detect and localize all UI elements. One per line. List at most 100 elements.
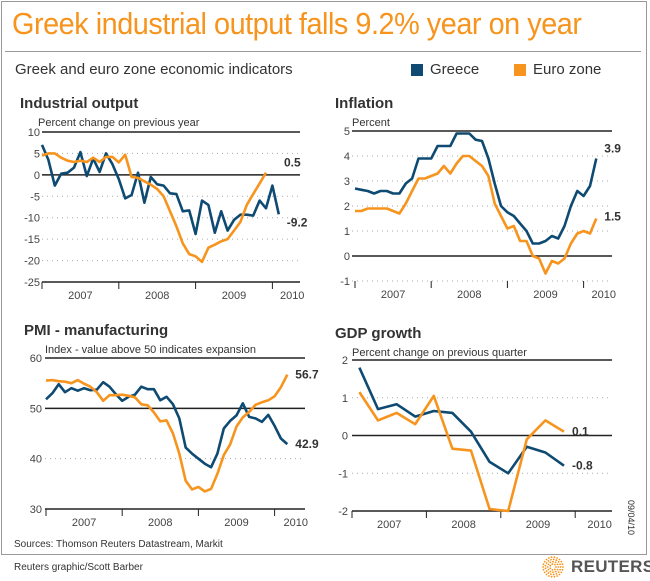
x-tick-label: 2008	[148, 517, 172, 529]
logo-dot	[545, 562, 548, 564]
x-tick-label: 2010	[280, 290, 304, 302]
logo-dot	[556, 575, 559, 577]
y-tick-label: -1	[340, 276, 350, 288]
logo-dot	[552, 573, 555, 576]
y-tick-label: -10	[24, 213, 40, 225]
y-tick-label: 2	[344, 201, 350, 213]
series-line-greece	[354, 132, 598, 245]
logo-dot	[553, 556, 556, 559]
logo-dot	[545, 558, 548, 561]
x-tick-label: 2010	[592, 289, 616, 301]
logo-dot	[559, 566, 562, 568]
y-tick-label: 5	[34, 148, 40, 160]
x-tick-label: 2008	[451, 519, 475, 531]
y-tick-label: -25	[24, 277, 40, 289]
logo-dot	[555, 572, 558, 575]
logo-dot	[543, 560, 546, 563]
legend-label: Euro zone	[533, 61, 602, 78]
end-value-label: -9.2	[287, 215, 308, 229]
chart-panel-gdp-growth: GDP growth Percent change on previous qua…	[335, 325, 612, 531]
logo-dot	[547, 563, 550, 566]
end-value-label: 3.9	[604, 142, 621, 156]
logo-dot	[544, 564, 547, 567]
panel-title: GDP growth	[335, 325, 421, 342]
y-tick-label: 0	[342, 431, 348, 443]
logo-dot	[559, 568, 561, 571]
sources-note: Sources: Thomson Reuters Datastream, Mar…	[14, 539, 223, 550]
x-tick-label: 2007	[381, 289, 405, 301]
logo-dot	[552, 558, 555, 561]
logo-dot	[542, 566, 544, 568]
chart-panel-industrial-output: Industrial output Percent change on previ…	[20, 95, 308, 302]
legend-item-greece: Greece	[411, 61, 479, 78]
logo-dot	[551, 569, 554, 571]
series-line-euro-zone	[41, 152, 268, 264]
end-value-label: 0.1	[572, 425, 589, 439]
end-value-label: -0.8	[572, 459, 593, 473]
graphic-title: Greek industrial output falls 9.2% year …	[12, 6, 582, 41]
y-tick-label: 40	[30, 454, 42, 466]
panel-title: Inflation	[335, 95, 393, 112]
logo-dot	[554, 570, 557, 573]
panel-title: PMI - manufacturing	[24, 322, 168, 339]
logo-dot	[558, 558, 561, 561]
legend-swatch-greece	[411, 63, 423, 76]
logo-dot	[549, 567, 552, 570]
y-tick-label: 10	[28, 127, 40, 139]
date-stamp: 09/04/10	[626, 500, 636, 536]
y-tick-label: -5	[30, 191, 40, 203]
y-tick-label: 1	[344, 226, 350, 238]
logo-dot	[556, 568, 559, 571]
series-line-euro-zone	[358, 391, 565, 513]
logo-dot	[557, 566, 560, 568]
logo-dot	[558, 573, 561, 576]
logo-dot	[547, 560, 550, 562]
y-tick-label: -20	[24, 256, 40, 268]
y-tick-label: 3	[344, 176, 350, 188]
logo-dot	[547, 575, 550, 577]
series-line-greece	[358, 367, 565, 475]
y-tick-label: 60	[30, 353, 42, 365]
y-tick-label: 4	[344, 151, 350, 163]
logo-dot	[556, 557, 559, 559]
x-tick-label: 2007	[72, 517, 96, 529]
logo-dot	[549, 564, 552, 567]
logo-dot	[551, 563, 554, 565]
panel-title: Industrial output	[20, 95, 138, 112]
y-tick-label: -1	[338, 468, 348, 480]
chart-panel-pmi-manufacturing: PMI - manufacturing Index - value above 5…	[24, 322, 319, 529]
logo-text: REUTERS	[571, 557, 650, 576]
logo-dot	[553, 575, 556, 578]
logo-dot	[552, 560, 554, 563]
legend-label: Greece	[430, 61, 480, 78]
graphic-subtitle: Greek and euro zone economic indicators	[15, 61, 293, 78]
y-tick-label: 5	[344, 126, 350, 138]
logo-dot	[545, 573, 548, 576]
x-tick-label: 2009	[222, 290, 246, 302]
logo-dot	[543, 571, 546, 574]
logo-dot	[553, 568, 556, 571]
x-tick-label: 2008	[457, 289, 481, 301]
y-tick-label: 30	[30, 504, 42, 516]
end-value-label: 0.5	[284, 156, 301, 170]
x-tick-label: 2009	[533, 289, 557, 301]
x-tick-label: 2009	[224, 517, 248, 529]
logo-dot	[561, 563, 564, 566]
logo-dot	[547, 557, 550, 559]
logo-dot	[560, 571, 563, 574]
series-line-euro-zone	[45, 374, 289, 493]
y-axis-label: Percent change on previous year	[38, 117, 200, 129]
series-line-euro-zone	[355, 154, 598, 275]
logo-dot	[552, 571, 554, 574]
reuters-dots-icon	[542, 556, 564, 578]
logo-dot	[550, 575, 553, 578]
x-tick-label: 2010	[587, 519, 611, 531]
graphic-credit: Reuters graphic/Scott Barber	[14, 562, 143, 573]
logo-dot	[560, 560, 563, 563]
logo-dot	[557, 560, 560, 563]
logo-dot	[549, 561, 552, 564]
x-tick-label: 2007	[68, 290, 92, 302]
logo-dot	[555, 559, 558, 562]
logo-dot	[550, 556, 553, 559]
